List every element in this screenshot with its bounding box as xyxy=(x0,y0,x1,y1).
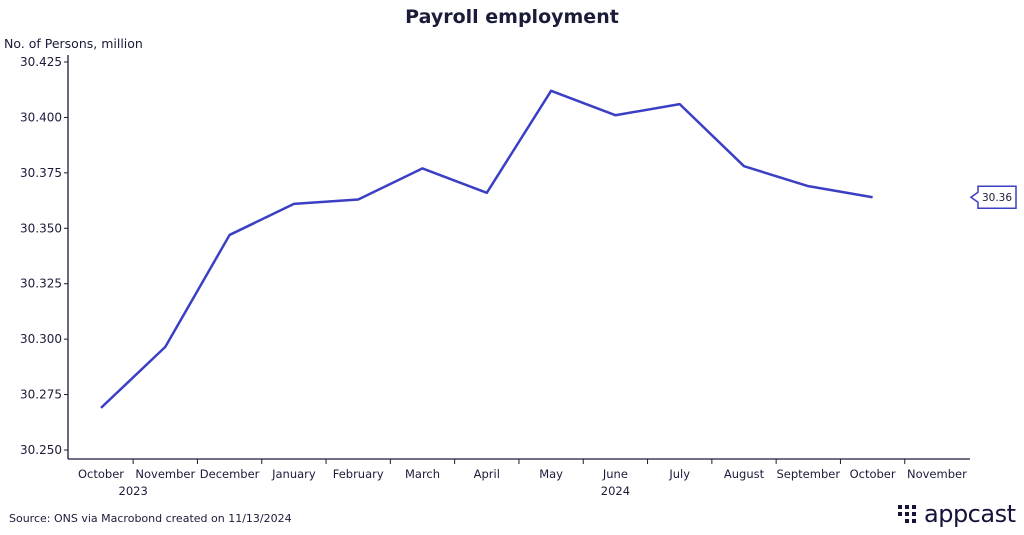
x-tick-label: October xyxy=(78,467,124,481)
y-tick-label: 30.300 xyxy=(20,332,62,346)
appcast-logo-icon xyxy=(898,505,916,523)
logo-text: appcast xyxy=(924,500,1016,528)
x-tick-label: March xyxy=(405,467,440,481)
x-tick-label: November xyxy=(907,467,967,481)
chart-title: Payroll employment xyxy=(405,6,619,28)
x-tick-label: April xyxy=(474,467,500,481)
y-tick-label: 30.325 xyxy=(20,277,62,291)
x-tick-label: October xyxy=(850,467,896,481)
y-tick-label: 30.275 xyxy=(20,388,62,402)
y-tick-label: 30.425 xyxy=(20,55,62,69)
series-line xyxy=(100,89,873,409)
year-label: 2023 xyxy=(119,484,148,498)
x-tick-label: January xyxy=(271,467,316,481)
x-tick-label: June xyxy=(602,467,628,481)
y-tick-label: 30.400 xyxy=(20,110,62,124)
y-tick-label: 30.250 xyxy=(20,443,62,457)
x-tick-label: July xyxy=(668,467,690,481)
x-tick-label: September xyxy=(777,467,841,481)
appcast-logo: appcast xyxy=(898,500,1016,528)
year-label: 2024 xyxy=(601,484,630,498)
y-tick-label: 30.350 xyxy=(20,221,62,235)
last-value-callout xyxy=(969,185,1017,209)
x-tick-label: August xyxy=(724,467,765,481)
y-axis-label: No. of Persons, million xyxy=(4,36,143,51)
x-tick-label: May xyxy=(539,467,563,481)
x-tick-label: February xyxy=(333,467,384,481)
last-value-label: 30.36 xyxy=(982,192,1012,204)
x-tick-label: November xyxy=(135,467,195,481)
source-note: Source: ONS via Macrobond created on 11/… xyxy=(9,512,292,525)
x-tick-label: December xyxy=(200,467,260,481)
y-tick-label: 30.375 xyxy=(20,166,62,180)
